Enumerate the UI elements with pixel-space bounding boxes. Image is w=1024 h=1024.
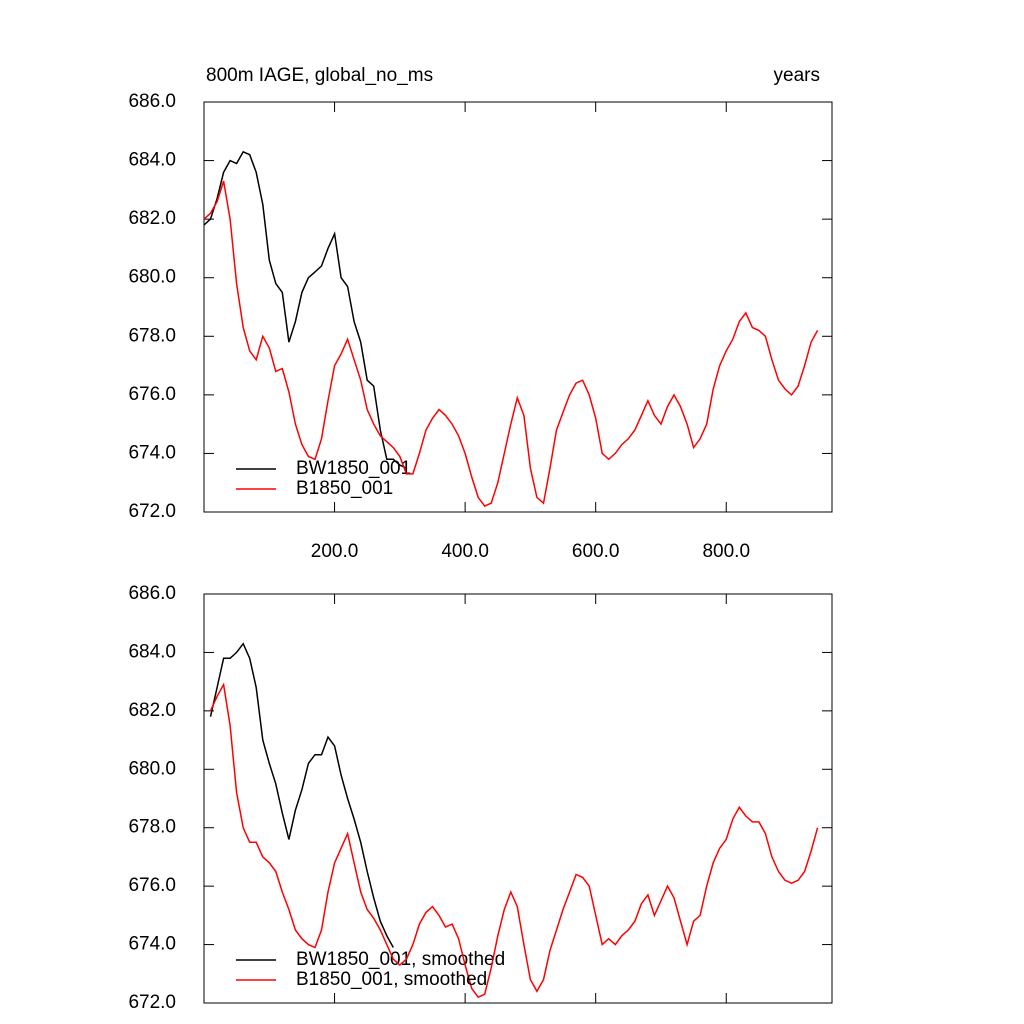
chart-subtitle: years	[774, 65, 820, 86]
plot-frame	[203, 593, 833, 1004]
y-tick-label: 674.0	[128, 442, 176, 463]
y-tick-label: 672.0	[128, 501, 176, 522]
y-tick-label: 676.0	[128, 384, 176, 405]
y-tick-label: 678.0	[128, 325, 176, 346]
x-tick-label: 200.0	[311, 541, 359, 562]
legend-label: BW1850_001	[296, 458, 411, 479]
y-tick-label: 680.0	[128, 267, 176, 288]
series-line	[203, 180, 819, 508]
y-tick-label: 674.0	[128, 934, 176, 955]
y-tick-label: 682.0	[128, 700, 176, 721]
y-tick-label: 678.0	[128, 817, 176, 838]
x-tick-label: 800.0	[702, 541, 750, 562]
chart-title: 800m IAGE, global_no_ms	[206, 65, 433, 86]
series-line	[209, 642, 394, 948]
legend-label: B1850_001, smoothed	[296, 969, 487, 990]
legend-label: BW1850_001, smoothed	[296, 949, 505, 970]
series-line	[203, 150, 407, 469]
series-line	[209, 682, 819, 999]
x-tick-label: 400.0	[441, 541, 489, 562]
y-tick-label: 682.0	[128, 208, 176, 229]
y-tick-label: 686.0	[128, 91, 176, 112]
y-tick-label: 680.0	[128, 758, 176, 779]
plot-frame	[203, 101, 833, 513]
y-tick-label: 676.0	[128, 875, 176, 896]
y-tick-label: 684.0	[128, 641, 176, 662]
x-tick-label: 600.0	[572, 541, 620, 562]
y-tick-label: 684.0	[128, 150, 176, 171]
y-tick-label: 672.0	[128, 992, 176, 1013]
y-tick-label: 686.0	[128, 583, 176, 604]
legend-label: B1850_001	[296, 478, 393, 499]
